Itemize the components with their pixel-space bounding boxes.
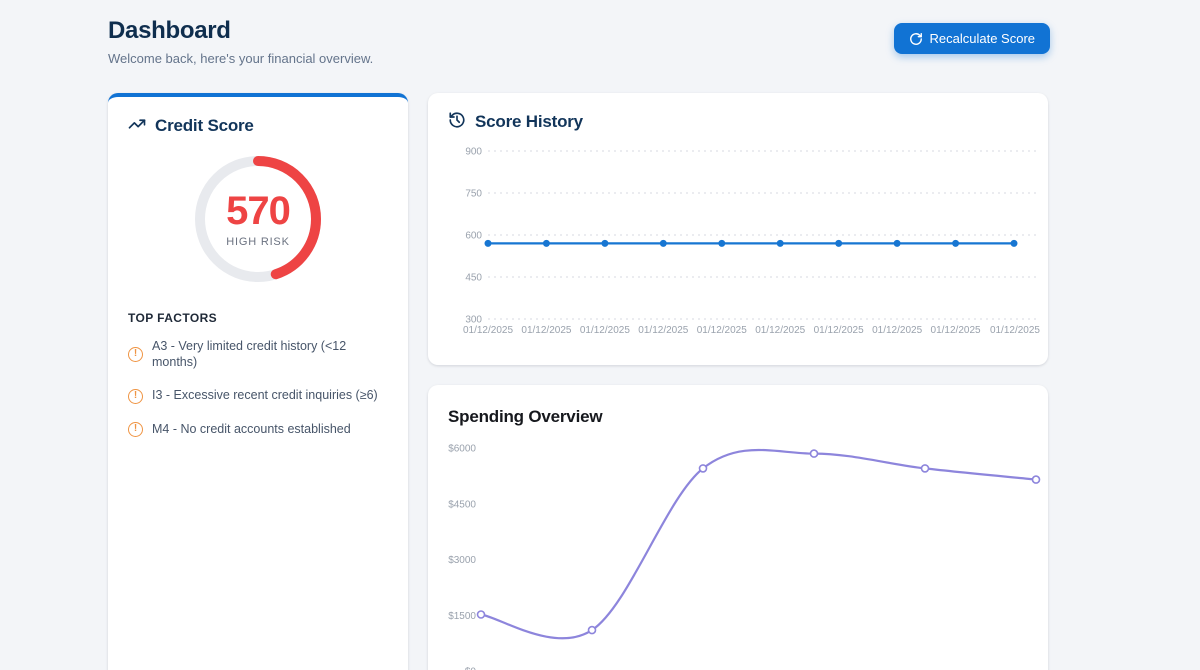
factor-item: ! M4 - No credit accounts established (128, 422, 388, 438)
gauge-progress-arc (195, 156, 321, 282)
credit-score-title: Credit Score (155, 116, 254, 135)
x-tick-label: 01/12/2025 (463, 325, 513, 336)
chart-point (659, 239, 667, 247)
chart-point (601, 239, 609, 247)
gauge-center: 570 HIGH RISK (188, 149, 328, 289)
y-tick-label: $3000 (448, 555, 476, 566)
right-column: Score History 300 450 600 750 900 01/12/2025 0… (428, 93, 1048, 670)
factor-text: M4 - No credit accounts established (152, 421, 351, 436)
y-tick-label: 750 (465, 189, 482, 200)
spending-overview-chart: $0$1500$3000$4500$6000JanFebMarAprMayJun (448, 444, 1041, 670)
y-tick-label: 300 (465, 315, 482, 326)
x-tick-label: 01/12/2025 (990, 325, 1040, 336)
trending-up-icon (128, 115, 146, 138)
page-content: Dashboard Welcome back, here's your fina… (108, 0, 1050, 670)
score-history-title: Score History (475, 112, 583, 131)
chart-point (476, 610, 486, 619)
chart-point (542, 239, 550, 247)
page-title: Dashboard (108, 17, 231, 44)
recalculate-score-label: Recalculate Score (929, 31, 1036, 46)
page-subtitle: Welcome back, here's your financial over… (108, 51, 374, 66)
cards-row: Credit Score 570 HIGH RISK TOP FACTORS !… (108, 93, 1050, 670)
score-history-chart: 300 450 600 750 900 01/12/2025 01/12/2025 01/12… (463, 147, 1040, 337)
chart-line (480, 448, 1037, 640)
alert-icon: ! (128, 347, 143, 363)
chart-point (952, 239, 960, 247)
chart-point (718, 239, 726, 247)
x-tick-label: 01/12/2025 (580, 325, 630, 336)
chart-point (587, 625, 597, 635)
y-tick-label: 600 (465, 231, 482, 242)
y-tick-label: $0 (465, 667, 477, 670)
chart-point (809, 449, 819, 458)
credit-score-card: Credit Score 570 HIGH RISK TOP FACTORS !… (108, 93, 408, 670)
chart-point (698, 464, 708, 473)
x-tick-label: 01/12/2025 (697, 325, 747, 336)
history-icon (448, 111, 466, 134)
score-history-header: Score History (448, 111, 1028, 133)
chart-point (920, 464, 930, 473)
alert-icon: ! (128, 422, 143, 438)
refresh-icon (909, 32, 923, 46)
y-tick-label: $6000 (448, 444, 476, 455)
chart-point (835, 239, 843, 247)
risk-label: HIGH RISK (226, 235, 290, 248)
x-tick-label: 01/12/2025 (872, 325, 922, 336)
chart-point (1010, 239, 1018, 247)
credit-score-gauge: 570 HIGH RISK (188, 149, 328, 289)
factor-text: A3 - Very limited credit history (<12 mo… (152, 339, 347, 369)
chart-point (776, 239, 784, 247)
spending-overview-title: Spending Overview (448, 407, 603, 426)
y-tick-label: $4500 (448, 499, 476, 510)
score-value: 570 (226, 188, 291, 233)
chart-point (893, 239, 901, 247)
recalculate-score-button[interactable]: Recalculate Score (893, 23, 1050, 54)
x-tick-label: 01/12/2025 (814, 325, 864, 336)
factor-item: ! A3 - Very limited credit history (<12 m… (128, 339, 388, 370)
factor-item: ! I3 - Excessive recent credit inquiries … (128, 388, 388, 404)
top-factors-heading: TOP FACTORS (128, 311, 218, 325)
factors-list: ! A3 - Very limited credit history (<12 m… (128, 339, 388, 438)
spending-overview-card: Spending Overview $0 $1500 $3000 $4500 $6000… (428, 385, 1048, 670)
score-history-card: Score History 300 450 600 750 900 01/12/2025 0… (428, 93, 1048, 365)
chart-point (1031, 475, 1041, 484)
x-tick-label: 01/12/2025 (931, 325, 981, 336)
x-tick-label: 01/12/2025 (755, 325, 805, 336)
factor-text: I3 - Excessive recent credit inquiries (… (152, 388, 378, 403)
y-tick-label: 450 (465, 273, 482, 284)
chart-point (484, 239, 492, 247)
x-tick-label: 01/12/2025 (521, 325, 571, 336)
y-tick-label: 900 (465, 147, 482, 158)
credit-score-header: Credit Score (128, 115, 388, 137)
gauge-svg (195, 156, 321, 282)
x-tick-label: 01/12/2025 (638, 325, 688, 336)
alert-icon: ! (128, 388, 143, 404)
y-tick-label: $1500 (448, 611, 476, 622)
